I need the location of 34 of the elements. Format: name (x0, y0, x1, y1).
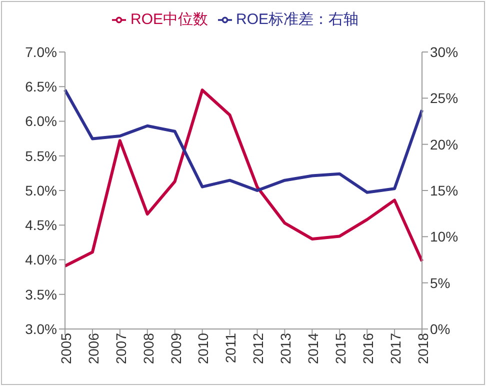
y2-tick-label: 5% (430, 274, 450, 291)
line-series (64, 88, 424, 194)
y-tick-label: 3.5% (25, 286, 57, 302)
x-tick-label: 2008 (140, 332, 156, 364)
y2-tick-label: 20% (430, 136, 458, 152)
x-tick-label: 2006 (85, 332, 102, 364)
x-tick-label: 2015 (332, 332, 349, 364)
legend-label: ROE中位数 (130, 11, 208, 28)
y-tick-label: 3.0% (25, 320, 57, 337)
y-tick-label: 4.5% (25, 217, 57, 234)
x-tick-label: 2014 (305, 332, 322, 364)
x-tick-label: 2010 (195, 332, 212, 364)
y-tick-label: 4.0% (25, 252, 57, 268)
y-tick-label: 6.5% (25, 78, 57, 95)
y2-tick-label: 0% (430, 320, 450, 337)
y2-tick-label: 15% (430, 182, 458, 198)
y2-tick-label: 25% (430, 90, 458, 106)
y-tick-label: 6.0% (25, 113, 57, 130)
x-tick-label: 2017 (387, 332, 404, 364)
x-tick-label: 2009 (168, 332, 184, 364)
y-tick-label: 5.0% (25, 182, 57, 198)
x-tick-label: 2012 (250, 332, 266, 364)
x-tick-label: 2013 (278, 332, 294, 364)
legend-label: ROE标准差：右轴 (236, 11, 359, 28)
y-tick-label: 5.5% (25, 148, 57, 164)
x-tick-label: 2018 (414, 332, 431, 364)
x-tick-label: 2016 (360, 332, 376, 364)
y-tick-label: 7.0% (25, 44, 57, 60)
line-series (64, 88, 424, 268)
x-tick-label: 2011 (222, 332, 239, 364)
x-tick-label: 2007 (112, 332, 129, 364)
y2-tick-label: 30% (430, 44, 458, 60)
y2-tick-label: 10% (430, 228, 458, 245)
x-tick-label: 2005 (58, 332, 74, 364)
